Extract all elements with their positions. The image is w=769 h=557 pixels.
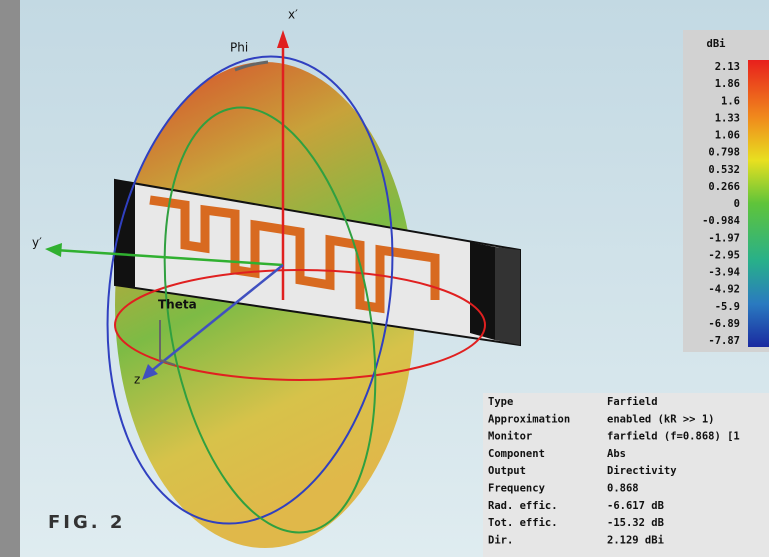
axis-label: y′ — [32, 236, 42, 250]
colorbar-label: 1.6 — [721, 95, 740, 107]
axis-label: z — [134, 373, 140, 387]
colorbar-label: -2.95 — [708, 249, 740, 261]
colorbar-label: 0.798 — [708, 147, 740, 159]
meander-trace — [149, 195, 440, 314]
info-key: Rad. effic. — [488, 500, 558, 512]
phi-arrow — [234, 60, 269, 72]
info-value: Abs — [607, 448, 626, 460]
labels: x′ Phi y′ Theta z dBi 2.13 1.86 1.6 1.33 1.06 0.798… — [32, 8, 740, 547]
info-panel — [483, 393, 769, 557]
y-arrow — [45, 243, 62, 257]
info-key: Approximation — [488, 413, 570, 425]
y-axis — [54, 248, 284, 267]
figure-label: FIG. 2 — [48, 512, 125, 533]
theta-arrow — [159, 320, 176, 366]
info-value: -6.617 dB — [607, 500, 664, 512]
info-value: enabled (kR >> 1) — [607, 413, 714, 425]
colorbar-label: 1.33 — [715, 112, 740, 124]
info-value: Directivity — [607, 465, 677, 477]
colorbar-label: -6.89 — [708, 318, 740, 330]
info-key: Tot. effic. — [488, 517, 558, 529]
info-value: Farfield — [607, 396, 658, 408]
z-axis — [149, 264, 284, 373]
info-value: -15.32 dB — [607, 517, 664, 529]
board-edge — [115, 180, 135, 288]
colorbar-label: -4.92 — [708, 284, 740, 296]
board-edge — [470, 242, 495, 340]
info-value: farfield (f=0.868) [1 — [607, 431, 740, 443]
colorbar-label: -7.87 — [708, 335, 740, 347]
colorbar-label: 0.532 — [708, 164, 740, 176]
board-end — [495, 247, 520, 345]
info-value: 2.129 dBi — [607, 534, 664, 546]
colorbar-label: 1.86 — [715, 78, 740, 90]
info-key: Frequency — [488, 483, 546, 495]
colorbar-label: 0 — [734, 198, 740, 210]
x-arrow — [277, 30, 289, 48]
colorbar-label: -0.984 — [702, 215, 740, 227]
colorbar-label: 2.13 — [715, 61, 740, 73]
info-key: Output — [488, 465, 526, 477]
info-key: Monitor — [488, 431, 532, 443]
colorbar-label: -3.94 — [708, 267, 740, 279]
side-strip — [0, 0, 20, 557]
colorbar-unit: dBi — [707, 38, 726, 50]
phi-circle — [114, 269, 486, 381]
info-key: Type — [488, 396, 513, 408]
colorbar-label: -1.97 — [708, 232, 740, 244]
info-value: 0.868 — [607, 483, 639, 495]
axis-label: Theta — [158, 298, 197, 312]
colorbar-label: 0.266 — [708, 181, 740, 193]
info-key: Component — [488, 448, 545, 460]
colorbar — [748, 60, 769, 347]
axis-label: x′ — [288, 8, 298, 22]
axis-label: Phi — [230, 41, 248, 55]
colorbar-label: 1.06 — [715, 130, 740, 142]
y-circle — [163, 106, 377, 534]
z-arrow — [142, 364, 158, 380]
colorbar-label: -5.9 — [715, 301, 740, 313]
info-key: Dir. — [488, 534, 513, 546]
